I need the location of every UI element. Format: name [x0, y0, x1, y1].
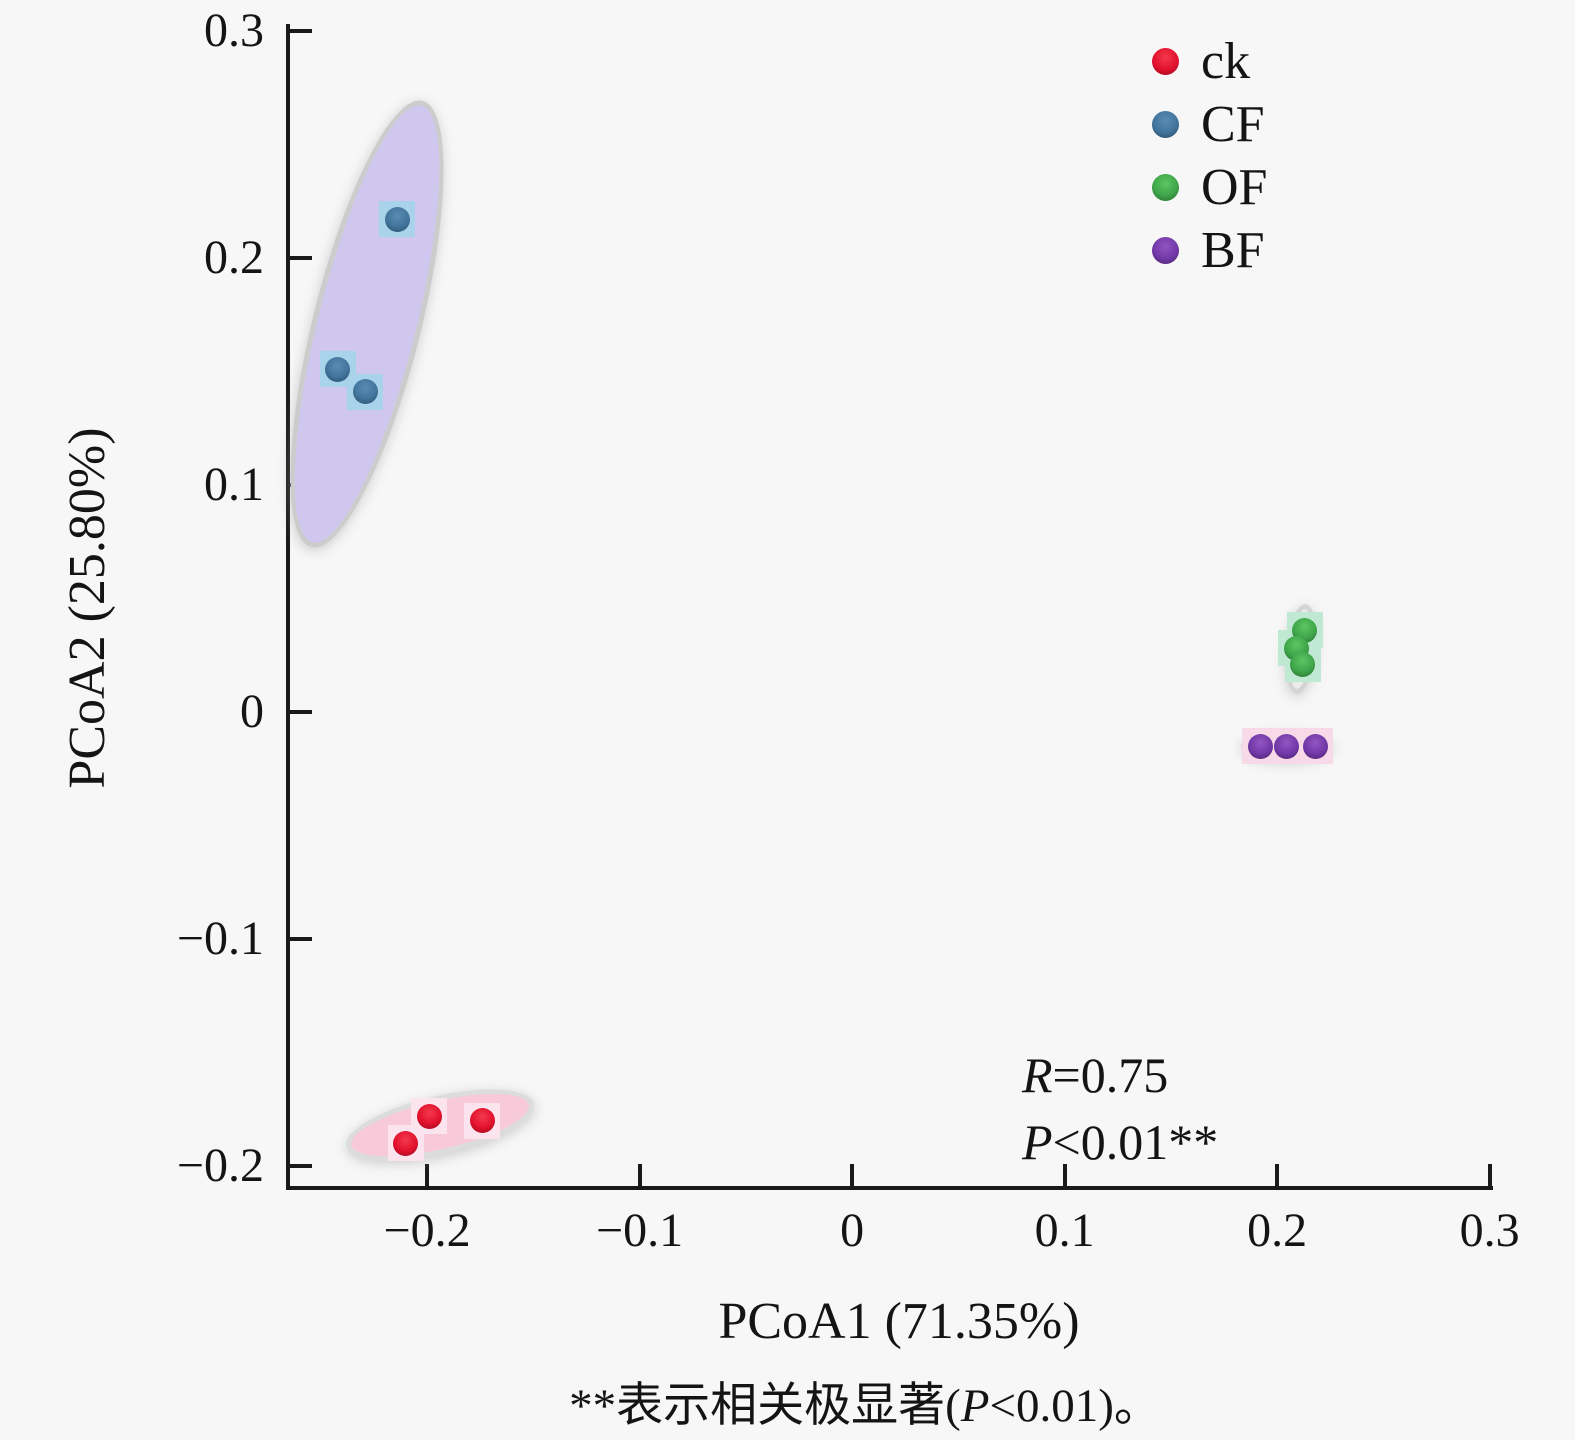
- data-point-BF: [1274, 733, 1300, 759]
- stats-p-line: P<0.01**: [1022, 1109, 1218, 1176]
- stats-annotation: R=0.75 P<0.01**: [1022, 1042, 1218, 1176]
- figure-caption: **表示相关极显著(P<0.01)。: [160, 1366, 1570, 1435]
- data-point-BF: [1302, 733, 1328, 759]
- x-tick-label: 0.1: [1034, 1204, 1095, 1257]
- y-tick-label: −0.1: [176, 912, 264, 966]
- y-tick-label: −0.2: [176, 1139, 264, 1193]
- data-point-BF: [1247, 733, 1273, 759]
- x-tick: [1487, 1164, 1492, 1186]
- x-axis-title: PCoA1 (71.35%): [718, 1293, 1080, 1350]
- stats-p-value: <0.01**: [1052, 1114, 1219, 1170]
- data-point-CF: [352, 379, 378, 405]
- y-tick: [290, 937, 312, 942]
- legend-label-CF: CF: [1201, 96, 1265, 153]
- y-tick: [290, 256, 312, 261]
- stats-r-symbol: R: [1022, 1047, 1053, 1103]
- plot-area: −0.2 −0.1 0 0.1 0.2 0.3 0.3 0.2 0.1 0 −0.1 −0.2: [177, 4, 1520, 1257]
- data-point-ck: [416, 1103, 442, 1129]
- x-tick: [425, 1164, 430, 1186]
- x-tick: [1062, 1164, 1067, 1186]
- legend-item-CF: CF: [1152, 93, 1267, 156]
- stats-p-symbol: P: [1022, 1114, 1053, 1170]
- data-point-CF: [325, 356, 351, 382]
- data-point-ck: [393, 1130, 419, 1156]
- stats-r-value: =0.75: [1052, 1047, 1169, 1103]
- legend-label-ck: ck: [1201, 33, 1251, 90]
- y-axis-title: PCoA2 (25.80%): [59, 427, 116, 789]
- legend-marker-BF: [1152, 237, 1179, 264]
- x-tick-label: −0.1: [596, 1204, 684, 1257]
- y-tick: [290, 1164, 312, 1169]
- data-point-CF: [384, 206, 410, 232]
- x-tick: [1275, 1164, 1280, 1186]
- legend-label-OF: OF: [1201, 159, 1268, 216]
- stats-r-line: R=0.75: [1022, 1042, 1218, 1109]
- y-tick-label: 0.1: [204, 458, 264, 512]
- legend-item-OF: OF: [1152, 156, 1267, 219]
- caption-p-symbol: P: [960, 1380, 990, 1432]
- x-tick: [850, 1164, 855, 1186]
- legend-marker-ck: [1152, 48, 1179, 75]
- legend-item-ck: ck: [1152, 30, 1267, 93]
- x-tick-label: −0.2: [383, 1204, 471, 1257]
- y-tick-label: 0: [240, 685, 264, 739]
- cluster-ellipse-CF: [259, 87, 476, 561]
- legend-marker-CF: [1152, 111, 1179, 138]
- legend: ck CF OF BF: [1152, 30, 1267, 282]
- x-tick-label: 0.3: [1459, 1204, 1520, 1257]
- y-tick: [290, 29, 312, 34]
- x-tick-label: 0: [840, 1204, 865, 1257]
- data-point-OF: [1290, 651, 1316, 677]
- y-tick: [290, 710, 312, 715]
- x-tick: [637, 1164, 642, 1186]
- data-point-ck: [469, 1108, 495, 1134]
- x-tick-label: 0.2: [1247, 1204, 1308, 1257]
- y-tick-label: 0.2: [204, 231, 264, 285]
- legend-marker-OF: [1152, 174, 1179, 201]
- legend-label-BF: BF: [1201, 222, 1265, 279]
- legend-item-BF: BF: [1152, 219, 1267, 282]
- caption-prefix: **表示相关极显著(: [569, 1380, 961, 1432]
- y-tick-label: 0.3: [204, 4, 264, 58]
- caption-suffix: <0.01)。: [989, 1380, 1161, 1432]
